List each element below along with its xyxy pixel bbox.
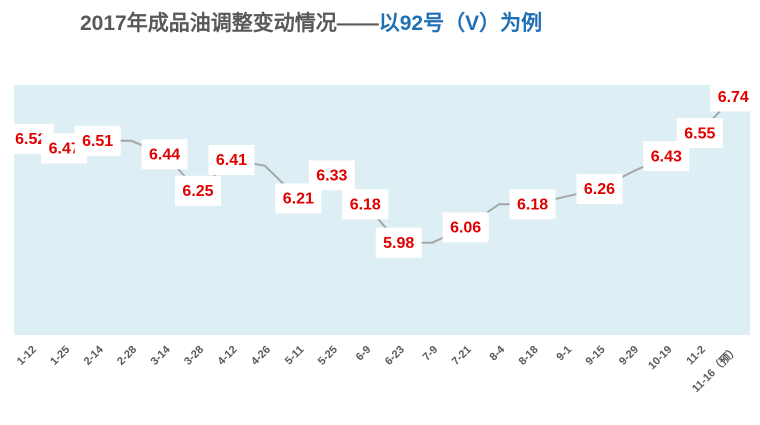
data-label: 6.21: [283, 191, 314, 208]
x-tick-label: 4-26: [249, 344, 273, 368]
label-box: [375, 227, 422, 258]
data-label: 5.98: [383, 235, 414, 252]
x-tick-label: 9-15: [584, 344, 608, 368]
data-label: 6.41: [216, 152, 247, 169]
data-label: 6.74: [718, 89, 749, 106]
x-tick-label: 3-28: [182, 344, 206, 368]
data-label: 6.25: [182, 183, 213, 200]
x-tick-label: 5-25: [316, 344, 340, 368]
x-tick-label: 9-29: [617, 344, 641, 368]
label-box: [676, 118, 723, 149]
data-label: 6.52: [15, 131, 46, 148]
x-tick-label: 8-18: [517, 344, 541, 368]
x-tick-label: 1-25: [48, 344, 72, 368]
data-label: 6.51: [82, 133, 113, 150]
label-box: [342, 189, 389, 220]
title-highlight: 以92号（V）为例: [379, 11, 542, 35]
chart-title: 2017年成品油调整变动情况——以92号（V）为例: [80, 11, 542, 35]
data-label: 6.47: [49, 141, 80, 158]
x-tick-label: 3-14: [149, 343, 174, 368]
data-label: 6.26: [584, 181, 615, 198]
label-box: [576, 173, 623, 204]
x-tick-label: 6-9: [354, 344, 374, 364]
data-label: 6.06: [450, 220, 481, 237]
x-tick-label: 2-28: [115, 344, 139, 368]
label-box: [442, 212, 489, 243]
label-box: [710, 81, 757, 112]
data-label: 6.18: [517, 196, 548, 213]
label-box: [175, 175, 221, 206]
label-box: [208, 145, 255, 175]
x-tick-label: 5-11: [283, 344, 307, 368]
x-tick-label: 1-12: [15, 344, 39, 368]
data-label: 6.43: [651, 148, 682, 165]
title-main: 2017年成品油调整变动情况——: [80, 11, 379, 35]
x-tick-label: 11-2: [684, 344, 708, 368]
data-label: 6.55: [684, 125, 715, 142]
x-tick-label: 7-9: [421, 344, 441, 364]
x-tick-label: 8-4: [488, 343, 508, 363]
label-box: [74, 125, 121, 156]
data-label: 6.33: [316, 168, 347, 185]
label-box: [141, 139, 188, 170]
x-tick-label: 9-1: [554, 344, 574, 364]
x-tick-label: 4-12: [216, 344, 240, 368]
x-tick-label: 7-21: [450, 344, 474, 368]
label-box: [509, 189, 556, 220]
x-tick-label: 6-23: [383, 344, 407, 368]
x-tick-label: 10-19: [646, 344, 674, 372]
data-label: 6.18: [350, 196, 381, 213]
label-box: [308, 160, 355, 191]
x-tick-label: 2-14: [82, 343, 107, 368]
data-label: 6.44: [149, 146, 180, 163]
